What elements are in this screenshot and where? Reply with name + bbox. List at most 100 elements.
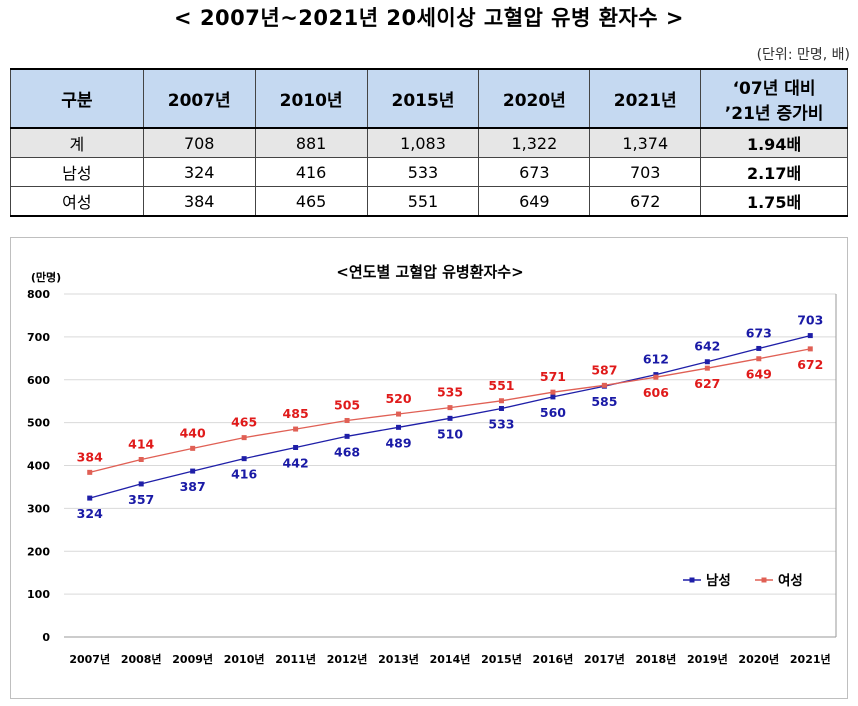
page-title: < 2007년~2021년 20세이상 고혈압 유병 환자수 > [174, 6, 684, 30]
x-tick-label: 2007년 [69, 652, 110, 666]
row-label: 계 [10, 127, 144, 158]
table-cell: 1,322 [478, 127, 591, 158]
table-row: 계 708 881 1,083 1,322 1,374 1.94배 [10, 127, 848, 158]
table-row: 남성 324 416 533 673 703 2.17배 [10, 157, 848, 187]
data-point [87, 495, 93, 501]
y-tick-label: 0 [42, 631, 50, 644]
data-point [241, 435, 247, 441]
y-tick-label: 100 [27, 588, 50, 601]
table-row: 여성 384 465 551 649 672 1.75배 [10, 186, 848, 217]
y-tick-label: 700 [27, 331, 50, 344]
y-tick-label: 500 [27, 417, 50, 430]
data-point [498, 405, 504, 411]
data-point [447, 415, 453, 421]
data-label: 587 [591, 362, 617, 377]
data-label: 703 [797, 313, 823, 328]
ratio-cell: 2.17배 [700, 157, 848, 187]
table-cell: 1,083 [366, 127, 480, 158]
data-point [756, 345, 762, 351]
header-2021: 2021년 [589, 68, 702, 129]
data-point [807, 333, 813, 339]
data-label: 416 [231, 467, 257, 482]
x-tick-label: 2017년 [584, 652, 625, 666]
x-tick-label: 2016년 [533, 652, 574, 666]
header-2020: 2020년 [478, 68, 591, 129]
data-point [447, 405, 453, 411]
data-point [344, 433, 350, 439]
x-tick-label: 2018년 [635, 652, 676, 666]
data-point [756, 356, 762, 362]
header-2015: 2015년 [366, 68, 480, 129]
data-point [293, 444, 299, 450]
y-axis-label: (만명) [31, 270, 61, 284]
data-label: 505 [334, 397, 360, 412]
x-tick-label: 2008년 [121, 652, 162, 666]
x-tick-label: 2010년 [224, 652, 265, 666]
data-label: 649 [746, 367, 772, 382]
data-point [138, 481, 144, 487]
data-label: 324 [77, 506, 103, 521]
data-point [190, 445, 196, 451]
data-point [396, 424, 402, 430]
table-cell: 1,374 [589, 127, 702, 158]
data-point [601, 382, 607, 388]
data-label: 560 [540, 405, 566, 420]
table-cell: 465 [254, 186, 368, 217]
data-label: 357 [128, 492, 154, 507]
table-cell: 324 [142, 157, 256, 187]
header-2010: 2010년 [254, 68, 368, 129]
data-label: 672 [797, 357, 823, 372]
table-header-row: 구분 2007년 2010년 2015년 2020년 2021년 ‘07년 대비… [10, 68, 848, 129]
data-point [498, 398, 504, 404]
data-point [704, 359, 710, 365]
table-cell: 416 [254, 157, 368, 187]
data-label: 489 [385, 435, 411, 450]
x-tick-label: 2019년 [687, 652, 728, 666]
data-point [807, 346, 813, 352]
data-label: 510 [437, 426, 463, 441]
data-point [653, 374, 659, 380]
data-label: 642 [694, 339, 720, 354]
table-cell: 533 [366, 157, 480, 187]
data-label: 520 [385, 391, 411, 406]
data-label: 533 [488, 416, 514, 431]
data-label: 440 [180, 425, 206, 440]
data-point [653, 372, 659, 378]
table-cell: 673 [478, 157, 591, 187]
legend-label: 남성 [706, 572, 731, 589]
header-ratio: ‘07년 대비 ’21년 증가비 [700, 68, 848, 129]
table-cell: 708 [142, 127, 256, 158]
data-point [190, 468, 196, 474]
row-label: 남성 [10, 157, 144, 187]
data-label: 571 [540, 369, 566, 384]
unit-note: (단위: 만명, 배) [756, 47, 850, 63]
table-cell: 551 [366, 186, 480, 217]
data-point [704, 365, 710, 371]
row-label: 여성 [10, 186, 144, 217]
x-tick-label: 2009년 [172, 652, 213, 666]
data-label: 414 [128, 436, 154, 451]
legend-label: 여성 [778, 572, 803, 589]
series-line-여성 [89, 348, 811, 474]
data-point [293, 426, 299, 432]
data-label: 465 [231, 415, 257, 430]
data-point [87, 469, 93, 475]
x-tick-label: 2011년 [275, 652, 316, 666]
data-point [344, 417, 350, 423]
x-tick-label: 2015년 [481, 652, 522, 666]
y-tick-label: 600 [27, 374, 50, 387]
header-ratio-line1: ‘07년 대비 [732, 78, 816, 99]
data-label: 673 [746, 325, 772, 340]
data-label: 442 [283, 455, 309, 470]
legend-marker [689, 577, 695, 583]
table-cell: 384 [142, 186, 256, 217]
summary-table: 구분 2007년 2010년 2015년 2020년 2021년 ‘07년 대비… [10, 68, 848, 217]
data-point [138, 456, 144, 462]
y-tick-label: 200 [27, 545, 50, 558]
data-label: 387 [180, 479, 206, 494]
data-label: 585 [591, 394, 617, 409]
x-tick-label: 2013년 [378, 652, 419, 666]
data-label: 468 [334, 444, 360, 459]
ratio-cell: 1.94배 [700, 127, 848, 158]
